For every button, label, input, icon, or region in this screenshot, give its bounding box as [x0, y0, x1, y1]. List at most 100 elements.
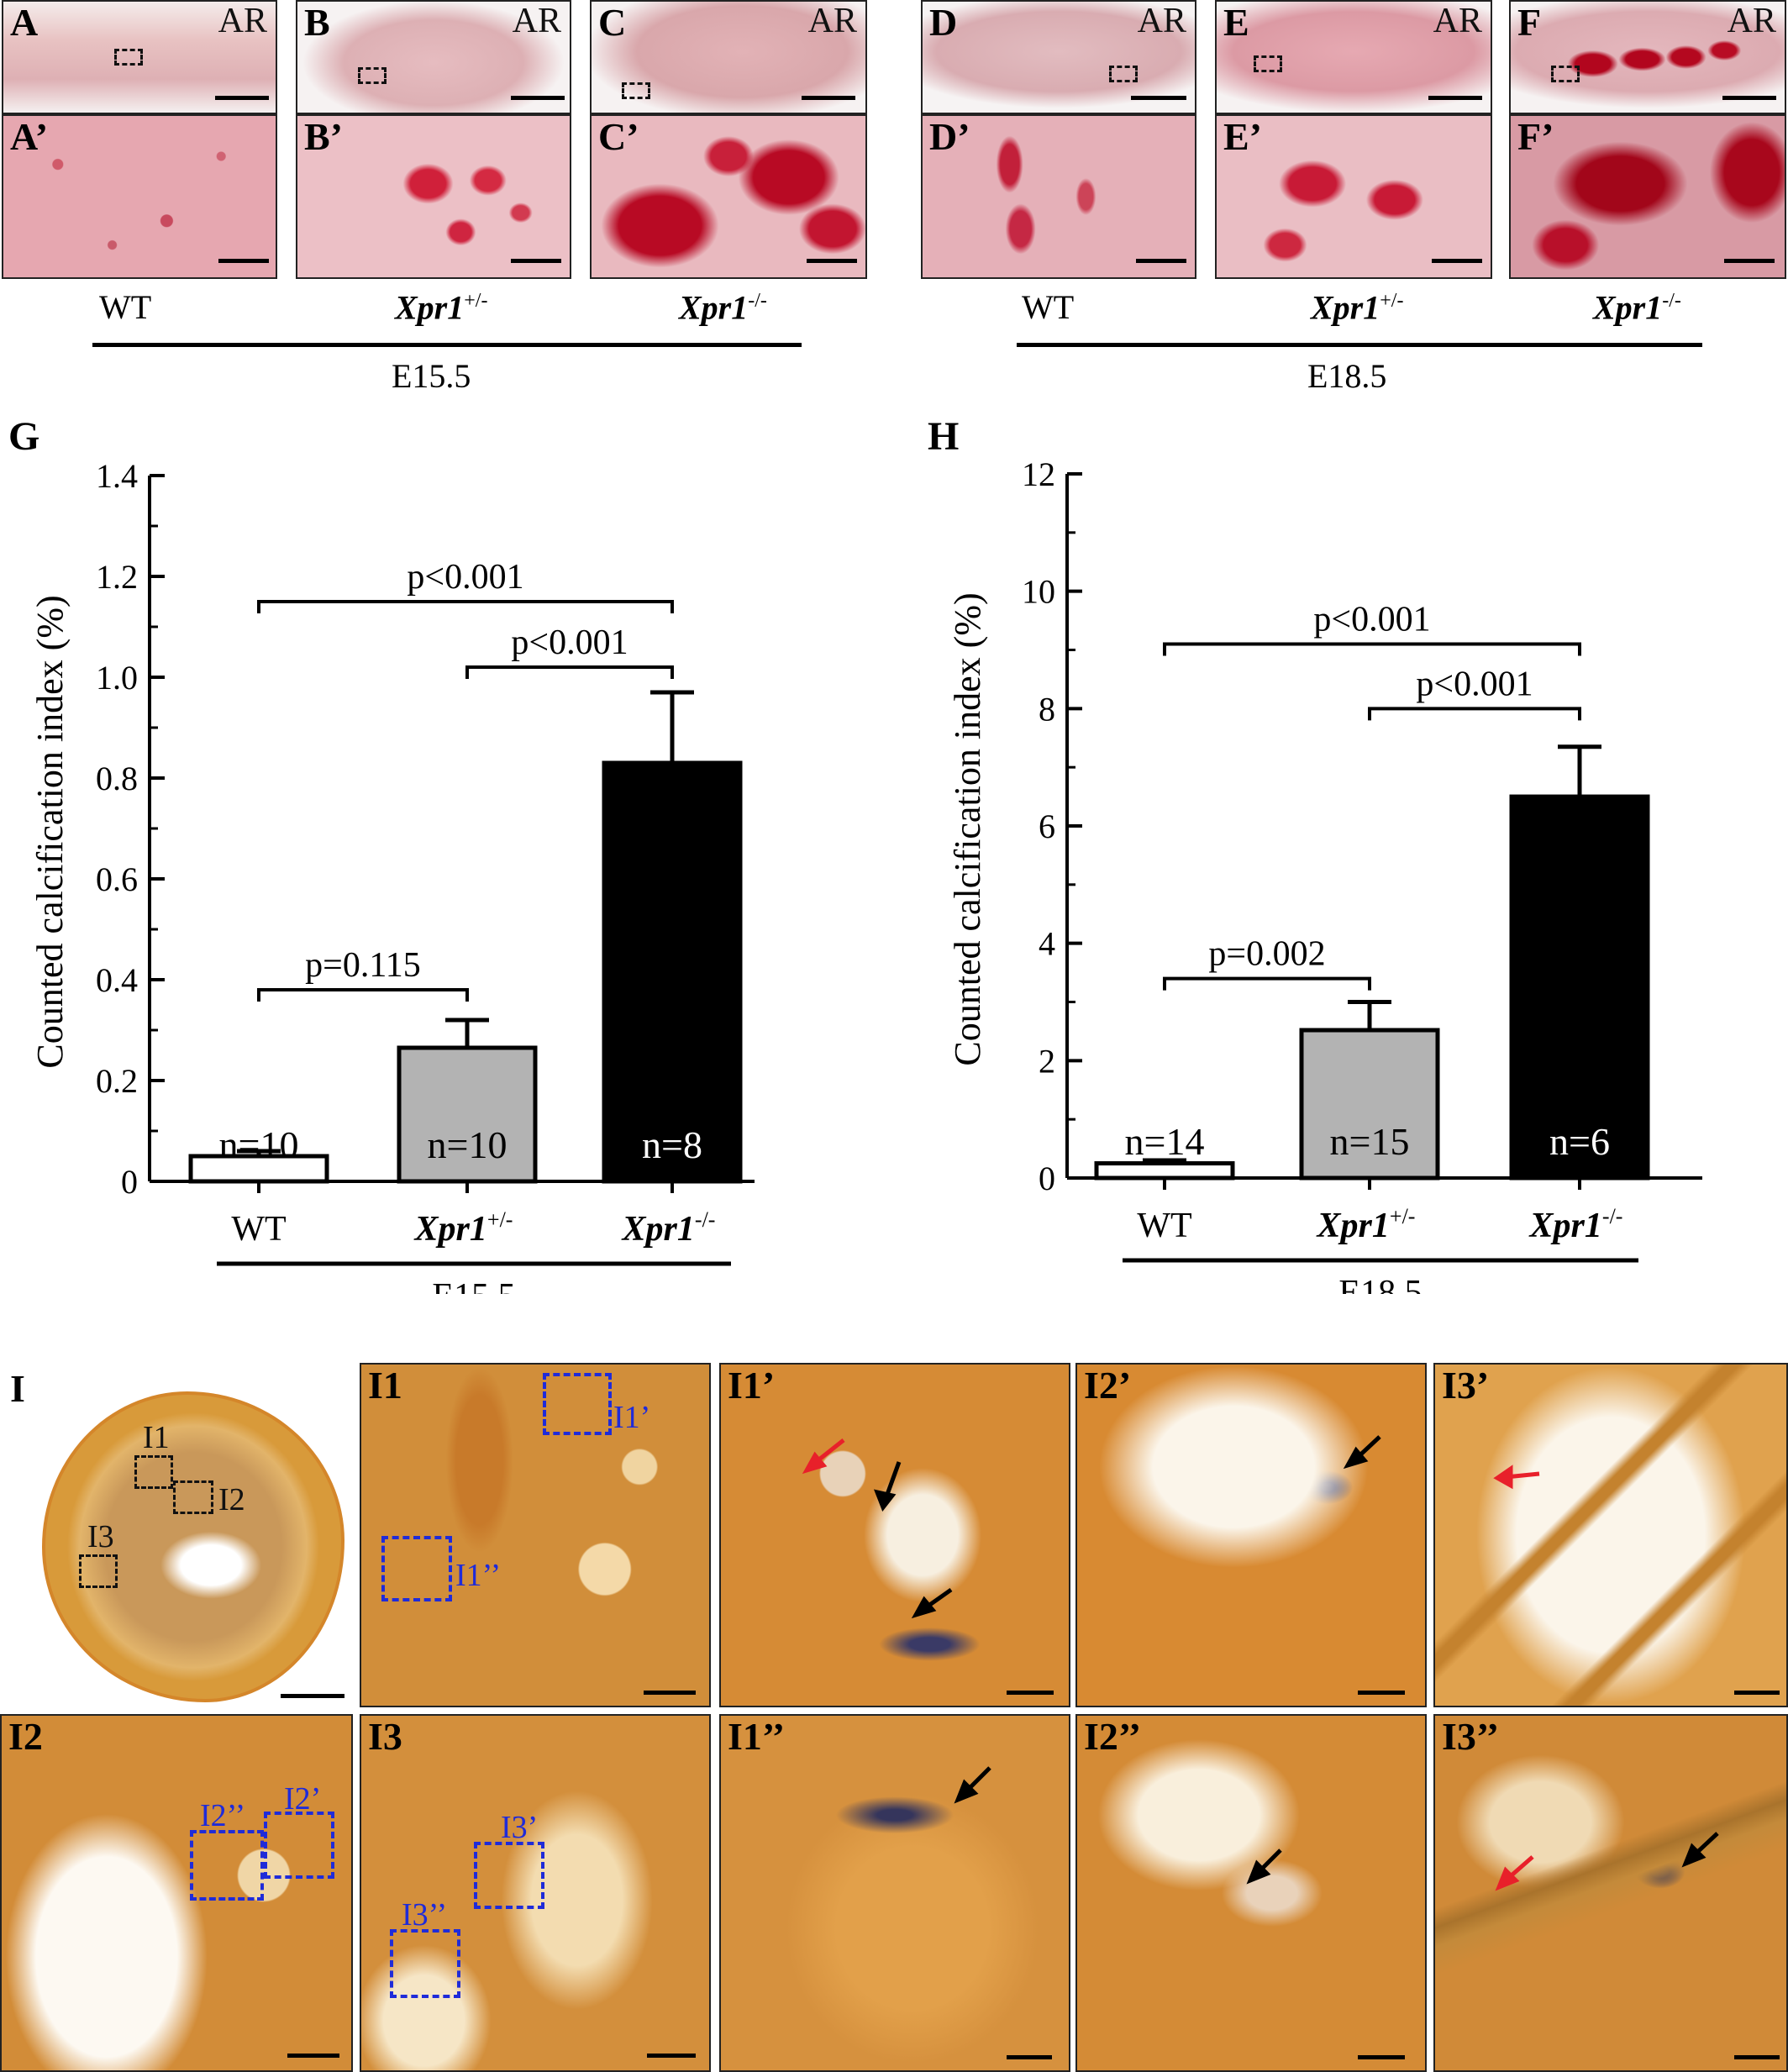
genotype-het: Xpr1+/- — [1311, 288, 1404, 327]
region-box-I3p — [474, 1842, 544, 1909]
scale-bar — [1724, 259, 1775, 263]
arrow-annotations — [1495, 1832, 1719, 1891]
scale-bar — [1131, 96, 1186, 100]
category-label: Xpr1-/- — [621, 1207, 716, 1249]
panel-label: D — [929, 1, 958, 44]
arrow-annotations — [954, 1766, 991, 1804]
panel-A: A AR — [2, 0, 277, 114]
panel-I1p: I1’ — [719, 1363, 1070, 1707]
bar — [188, 1154, 329, 1184]
panel-D: D AR — [921, 0, 1196, 114]
scale-bar — [802, 96, 855, 100]
category-label: WT — [1137, 1207, 1191, 1245]
region-label-I2pp: I2’’ — [200, 1798, 246, 1833]
region-label-I3pp: I3’’ — [402, 1897, 448, 1933]
y-tick-label: 1.2 — [96, 558, 138, 596]
genotype-wt: WT — [1022, 288, 1075, 326]
scale-bar — [281, 1694, 344, 1698]
scale-bar — [644, 1691, 696, 1695]
n-label: n=8 — [642, 1123, 702, 1166]
region-box-I2p — [264, 1812, 334, 1879]
arrow-annotations — [802, 1438, 953, 1619]
y-tick-label: 0 — [1039, 1160, 1055, 1197]
panel-I-wrapper: I I1 I2 I3 — [0, 1363, 356, 1707]
panel-label: C’ — [598, 115, 639, 158]
y-tick-label: 1.0 — [96, 659, 138, 697]
region-label-I2p: I2’ — [284, 1781, 322, 1817]
category-superscript: -/- — [1602, 1204, 1623, 1228]
y-axis-label: Counted calcification index (%) — [29, 595, 71, 1068]
panel-A-zoom: A’ — [2, 114, 277, 279]
scale-bar — [1358, 1691, 1405, 1695]
red-arrow — [802, 1438, 845, 1475]
category-superscript: +/- — [487, 1207, 513, 1232]
n-label: n=14 — [1125, 1120, 1205, 1163]
genotype-het: Xpr1+/- — [395, 288, 488, 327]
significance-bracket — [257, 600, 674, 613]
panel-label: I2 — [8, 1715, 43, 1758]
panel-label: B — [304, 1, 330, 44]
scale-bar — [511, 259, 561, 263]
zoom-region-box — [114, 49, 143, 66]
n-label: n=15 — [1330, 1120, 1410, 1163]
y-tick-label: 1.4 — [96, 457, 138, 495]
stain-label: AR — [218, 2, 267, 40]
scale-bar — [1432, 259, 1482, 263]
panel-label: E’ — [1223, 115, 1262, 158]
black-arrow — [1343, 1435, 1381, 1470]
scale-bar — [1722, 96, 1776, 100]
region-label-I3: I3 — [87, 1519, 114, 1554]
scale-bar — [287, 2054, 339, 2058]
panel-label: I1 — [368, 1364, 402, 1407]
region-box-I3pp — [390, 1929, 460, 1998]
category-superscript: -/- — [695, 1207, 716, 1232]
p-value-label: p<0.001 — [511, 623, 628, 662]
scale-bar — [1428, 96, 1482, 100]
panel-C-zoom: C’ — [590, 114, 867, 279]
panel-label: I3’ — [1442, 1364, 1490, 1407]
zoom-region-box — [1109, 66, 1138, 82]
red-arrow — [1495, 1855, 1534, 1891]
significance-bracket — [1368, 707, 1581, 721]
category-label: Xpr1+/- — [413, 1207, 513, 1249]
panel-F-zoom: F’ — [1509, 114, 1786, 279]
panel-label-H: H — [928, 414, 960, 459]
y-tick-label: 0 — [121, 1163, 138, 1201]
bar — [1094, 1161, 1235, 1181]
panel-I3: I3 I3’ I3’’ — [360, 1714, 711, 2072]
scale-bar — [1136, 259, 1186, 263]
bar — [1509, 794, 1650, 1181]
y-tick-label: 12 — [1022, 455, 1055, 493]
scale-bar — [1734, 2055, 1780, 2059]
category-label: Xpr1-/- — [1528, 1204, 1623, 1245]
region-label-I1p: I1’ — [613, 1400, 651, 1435]
panel-D-zoom: D’ — [921, 114, 1196, 279]
p-value-label: p=0.002 — [1208, 935, 1325, 974]
panel-label: F’ — [1517, 115, 1554, 158]
panel-label: I — [10, 1367, 25, 1410]
panel-label: A — [10, 1, 39, 44]
n-label: n=10 — [428, 1123, 507, 1166]
panel-label: I1’ — [728, 1364, 776, 1407]
region-box-I1p — [543, 1373, 612, 1435]
region-label-I3p: I3’ — [501, 1810, 539, 1845]
stain-label: AR — [1727, 2, 1776, 40]
scale-bar — [1007, 2055, 1052, 2059]
red-arrow — [1493, 1465, 1540, 1490]
region-box-I3 — [79, 1554, 118, 1588]
panel-label: I1’’ — [728, 1715, 786, 1758]
stain-label: AR — [512, 2, 561, 40]
zoom-region-box — [622, 82, 650, 99]
scale-bar — [215, 96, 269, 100]
region-label-I1pp: I1’’ — [455, 1558, 502, 1593]
n-label: n=10 — [219, 1123, 299, 1166]
panel-B-zoom: B’ — [296, 114, 571, 279]
group-line-e15 — [92, 343, 802, 347]
n-label: n=6 — [1549, 1120, 1610, 1163]
panel-I3p: I3’ — [1433, 1363, 1788, 1707]
black-arrow — [1681, 1832, 1719, 1868]
group-label: E18.5 — [1338, 1274, 1422, 1294]
chart-G: 0 0.2 0.4 0.6 0.8 1.0 1.2 1.4 Counted calcificat… — [29, 457, 755, 1294]
panel-E-zoom: E’ — [1215, 114, 1492, 279]
stain-label: AR — [1137, 2, 1186, 40]
